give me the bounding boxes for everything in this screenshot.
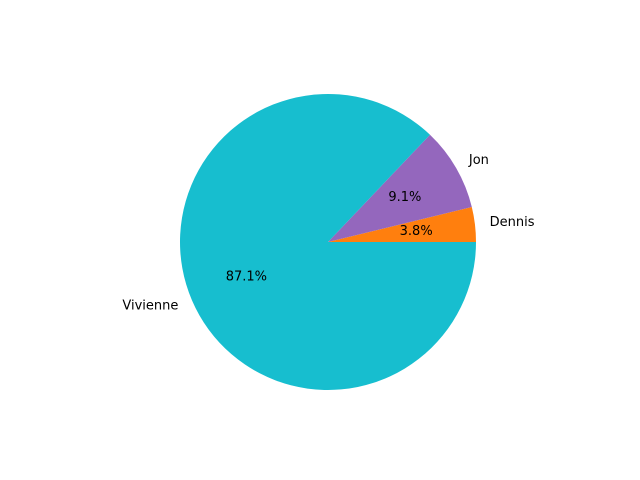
pie-labels: Dennis 3.8% Jon 9.1% Vivienne 87.1% (122, 153, 534, 314)
pie-slice-vivienne (180, 94, 477, 391)
slice-percent-dennis: 3.8% (400, 224, 433, 239)
slice-label-dennis: Dennis (490, 215, 535, 230)
slice-percent-jon: 9.1% (388, 190, 421, 205)
pie-slice-dennis (328, 206, 476, 242)
pie-slices (180, 94, 477, 391)
pie-slice-jon (328, 134, 472, 242)
slice-percent-vivienne: 87.1% (226, 270, 267, 285)
slice-label-vivienne: Vivienne (122, 299, 178, 314)
slice-label-jon: Jon (468, 153, 489, 168)
